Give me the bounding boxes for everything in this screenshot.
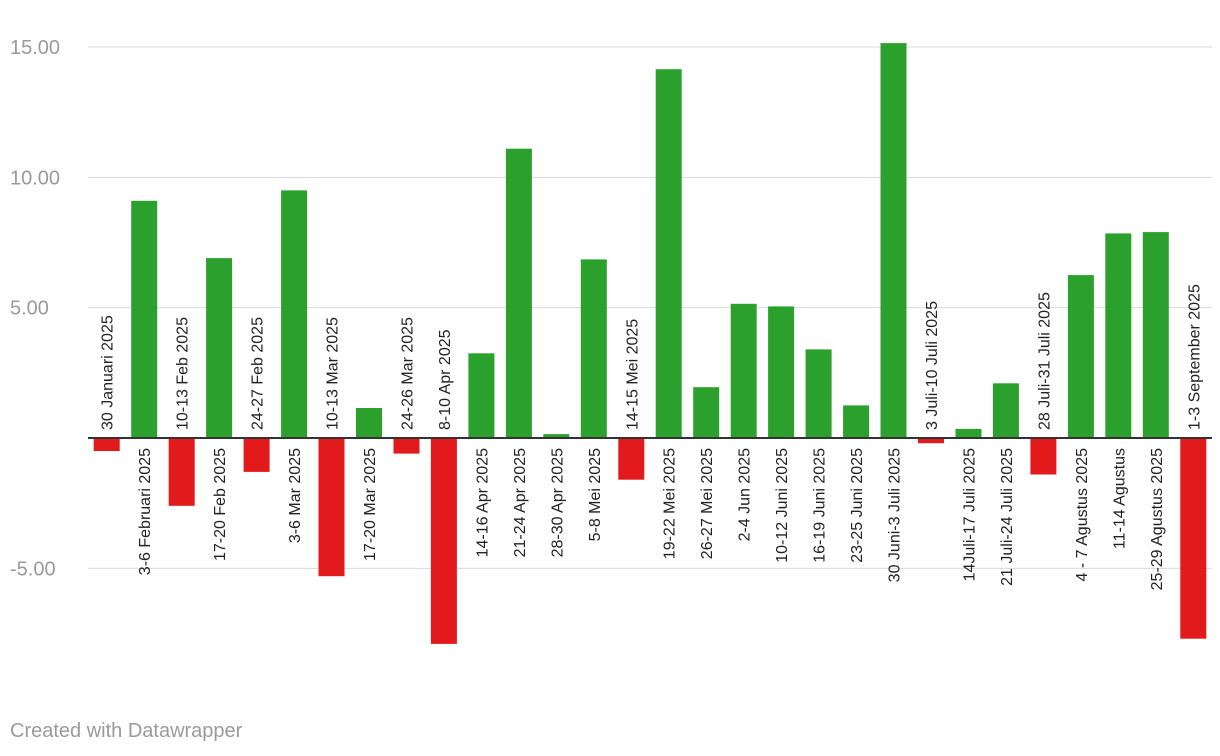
category-label: 30 Juni-3 Juli 2025 bbox=[887, 448, 904, 582]
category-label: 10-13 Feb 2025 bbox=[175, 317, 192, 430]
y-tick-label: 15.00 bbox=[10, 37, 60, 59]
y-tick-label: 10.00 bbox=[10, 167, 60, 189]
bar bbox=[318, 438, 345, 577]
bar bbox=[505, 148, 532, 438]
bar bbox=[1067, 275, 1094, 438]
bar bbox=[580, 259, 607, 438]
category-label: 23-25 Juni 2025 bbox=[849, 448, 866, 563]
bar bbox=[430, 438, 457, 644]
category-label: 3 Juli-10 Juli 2025 bbox=[924, 301, 941, 430]
category-label: 14-16 Apr 2025 bbox=[474, 448, 491, 558]
category-label: 3-6 Februari 2025 bbox=[137, 448, 154, 575]
bar bbox=[768, 306, 795, 438]
category-label: 26-27 Mei 2025 bbox=[699, 448, 716, 559]
y-tick-label: -5.00 bbox=[10, 558, 56, 580]
bar bbox=[843, 405, 870, 438]
category-label: 19-22 Mei 2025 bbox=[662, 448, 679, 559]
bar bbox=[168, 438, 195, 506]
bar bbox=[93, 438, 120, 451]
bar bbox=[543, 434, 570, 438]
bar bbox=[356, 408, 382, 438]
bar bbox=[1142, 232, 1169, 438]
bar bbox=[805, 349, 832, 438]
category-label: 10-12 Juni 2025 bbox=[774, 448, 791, 563]
bar bbox=[243, 438, 270, 472]
bar bbox=[955, 428, 982, 438]
bar bbox=[393, 438, 420, 454]
credit-text: Created with Datawrapper bbox=[10, 720, 243, 742]
category-label: 21-24 Apr 2025 bbox=[512, 448, 529, 558]
bar bbox=[693, 387, 720, 438]
category-label: 8-10 Apr 2025 bbox=[437, 329, 454, 430]
bar bbox=[468, 353, 495, 438]
category-label: 2-4 Jun 2025 bbox=[737, 448, 754, 542]
category-label: 14Juli-17 Juli 2025 bbox=[961, 448, 978, 582]
bar bbox=[1180, 438, 1207, 639]
category-label: 17-20 Mar 2025 bbox=[362, 448, 379, 561]
bar-chart: 15.00 10.00 5.00 -5.00 30 Januari 2025 3-6 Fe… bbox=[10, 37, 1212, 644]
y-tick-label: 5.00 bbox=[10, 298, 49, 320]
category-label: 24-27 Feb 2025 bbox=[250, 317, 267, 430]
bar bbox=[131, 200, 158, 438]
bar bbox=[918, 438, 944, 444]
bar bbox=[281, 190, 308, 438]
bar bbox=[655, 69, 682, 438]
category-label: 28-30 Apr 2025 bbox=[549, 448, 566, 558]
bar bbox=[992, 383, 1019, 438]
category-label: 30 Januari 2025 bbox=[100, 315, 117, 430]
category-label: 16-19 Juni 2025 bbox=[812, 448, 829, 563]
category-label: 11-14 Agustus bbox=[1111, 448, 1128, 549]
category-label: 17-20 Feb 2025 bbox=[212, 448, 229, 561]
category-label: 1-3 September 2025 bbox=[1186, 284, 1203, 430]
category-label: 14-15 Mei 2025 bbox=[624, 319, 641, 430]
category-label: 3-6 Mar 2025 bbox=[287, 448, 304, 543]
bar bbox=[206, 258, 233, 438]
bar bbox=[880, 43, 907, 438]
bar bbox=[618, 438, 645, 480]
category-label: 10-13 Mar 2025 bbox=[325, 317, 342, 430]
category-label: 21 Juli-24 Juli 2025 bbox=[999, 448, 1016, 586]
category-label: 5-8 Mei 2025 bbox=[587, 448, 604, 541]
category-label: 4 - 7 Agustus 2025 bbox=[1074, 448, 1091, 582]
category-label: 28 Juli-31 Juli 2025 bbox=[1036, 292, 1053, 430]
bar bbox=[730, 303, 757, 438]
category-label: 24-26 Mar 2025 bbox=[399, 317, 416, 430]
bar bbox=[1030, 438, 1057, 475]
bar bbox=[1105, 233, 1132, 438]
category-label: 25-29 Agustus 2025 bbox=[1149, 448, 1166, 590]
